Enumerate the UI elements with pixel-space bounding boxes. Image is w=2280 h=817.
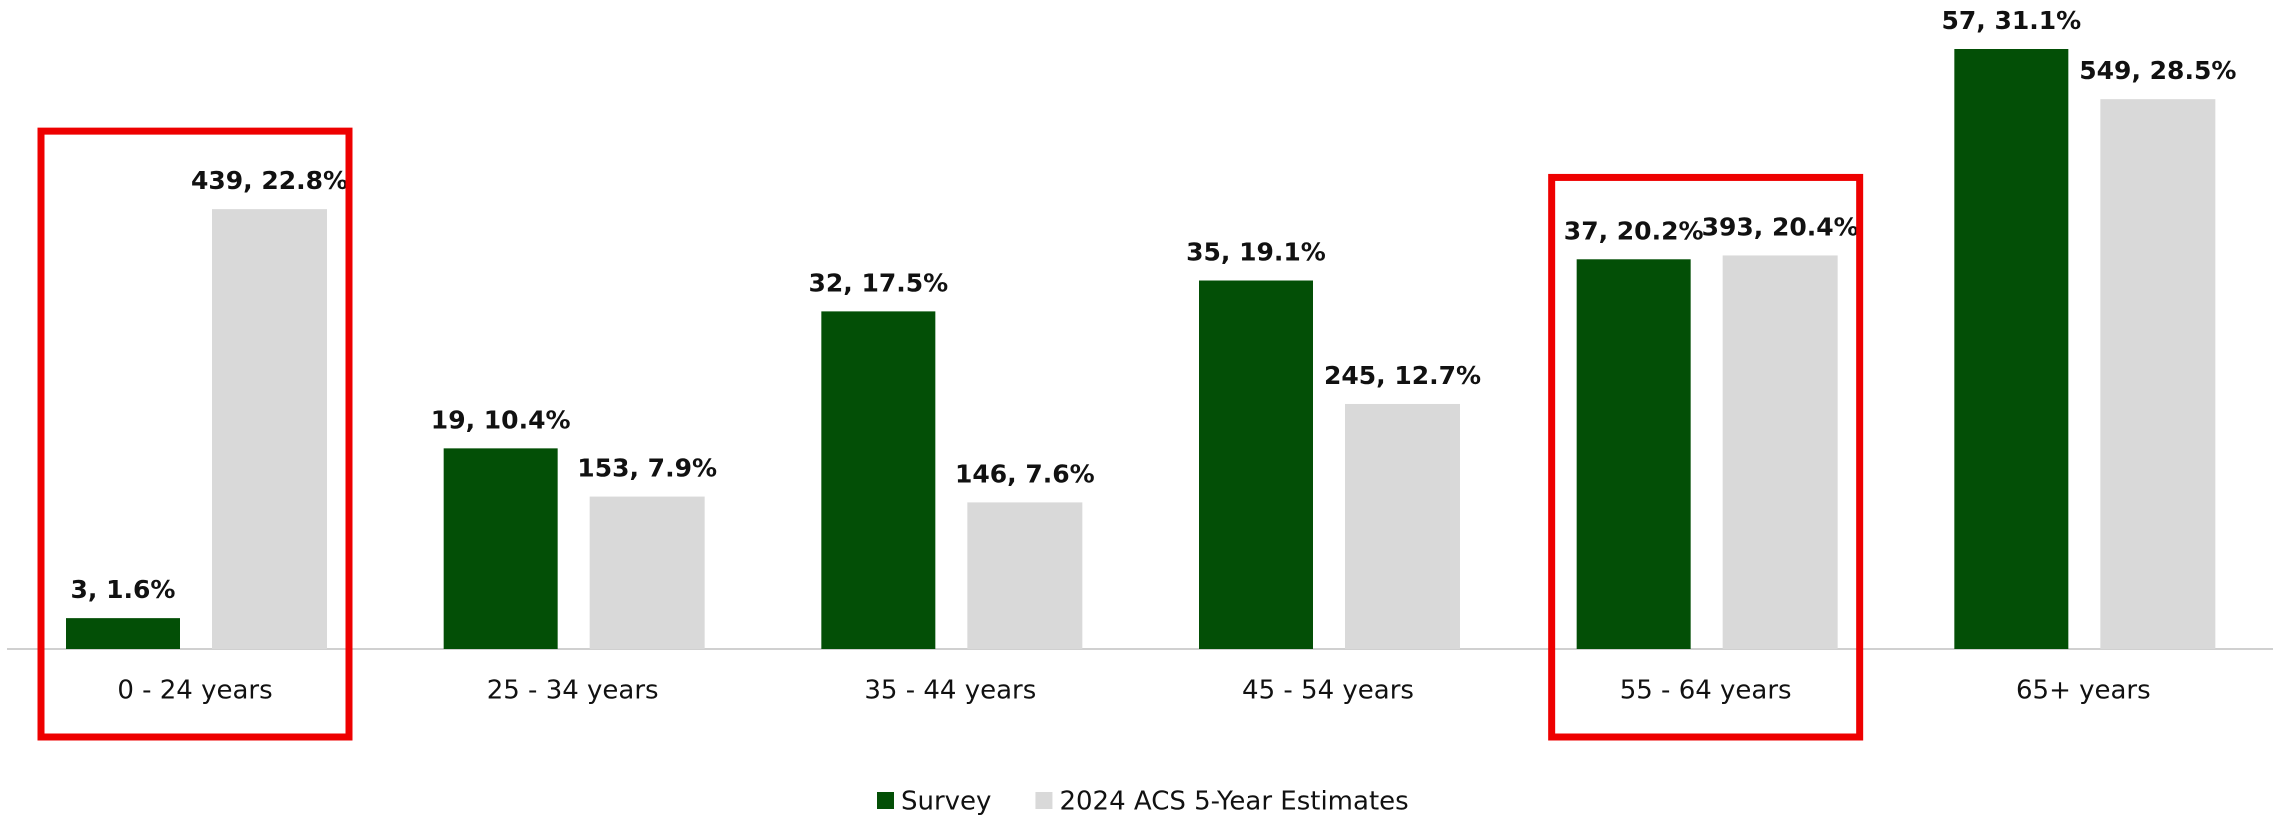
value-label: 439, 22.8% — [191, 166, 348, 195]
value-label: 35, 19.1% — [1186, 238, 1326, 267]
value-label: 37, 20.2% — [1564, 216, 1704, 245]
x-tick-label: 25 - 34 years — [487, 676, 659, 706]
x-tick-label: 45 - 54 years — [1242, 676, 1414, 706]
value-label: 32, 17.5% — [808, 268, 948, 297]
value-label: 146, 7.6% — [955, 459, 1095, 488]
bar — [1576, 259, 1691, 649]
bar — [967, 502, 1083, 649]
x-tick-label: 55 - 64 years — [1620, 676, 1792, 706]
bar — [1199, 280, 1313, 649]
value-label: 3, 1.6% — [71, 575, 176, 604]
x-tick-label: 0 - 24 years — [117, 676, 272, 706]
bar — [212, 209, 327, 650]
bar — [821, 311, 936, 649]
bar — [589, 496, 705, 649]
value-label: 57, 31.1% — [1941, 6, 2081, 35]
bar — [66, 618, 180, 649]
value-label: 245, 12.7% — [1324, 361, 1481, 390]
bar — [1722, 255, 1838, 650]
legend-label: Survey — [901, 787, 991, 817]
legend-swatch — [1035, 792, 1053, 809]
bar — [443, 448, 558, 649]
x-tick-label: 35 - 44 years — [864, 676, 1036, 706]
bar — [1345, 403, 1460, 649]
highlight-box — [1548, 173, 1864, 741]
x-tick-label: 65+ years — [2016, 676, 2151, 706]
legend-label: 2024 ACS 5-Year Estimates — [1059, 787, 1408, 817]
value-label: 549, 28.5% — [2079, 56, 2236, 85]
value-label: 393, 20.4% — [1702, 212, 1859, 241]
value-label: 153, 7.9% — [577, 454, 717, 483]
highlight-box — [37, 127, 353, 741]
legend-swatch — [877, 792, 894, 809]
value-label: 19, 10.4% — [431, 405, 571, 434]
bar — [2100, 99, 2216, 650]
bar — [1954, 49, 2069, 649]
